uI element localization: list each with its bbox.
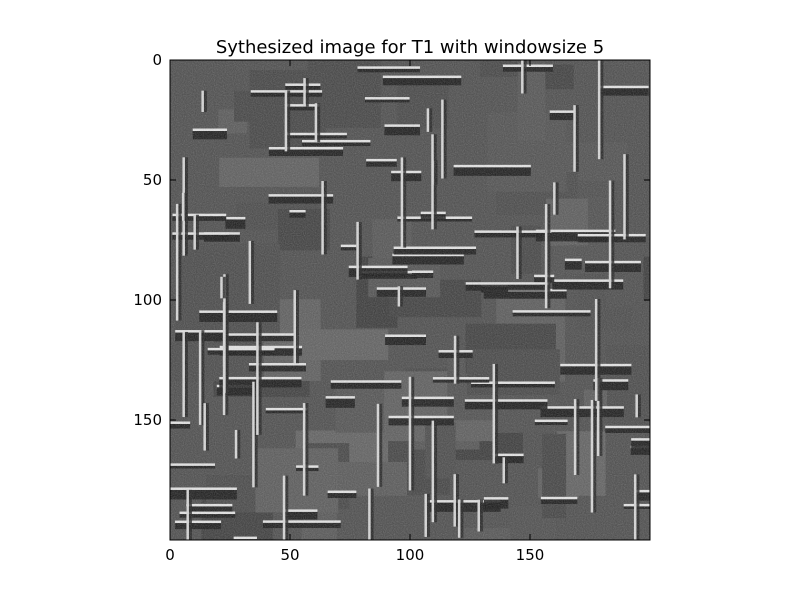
y-axis: 0 50 100 150 (133, 51, 650, 429)
chart-title: Sythesized image for T1 with windowsize … (216, 37, 604, 58)
y-tick-label: 150 (133, 411, 162, 429)
y-tick-label: 50 (143, 171, 162, 189)
x-tick-label: 50 (280, 546, 299, 564)
x-tick-label: 100 (396, 546, 425, 564)
image-noise (170, 60, 650, 540)
y-tick-label: 0 (152, 51, 162, 69)
x-tick-label: 150 (516, 546, 545, 564)
x-tick-label: 0 (165, 546, 175, 564)
x-axis: 0 50 100 150 (165, 60, 544, 564)
image-area (170, 60, 650, 540)
y-tick-label: 100 (133, 291, 162, 309)
